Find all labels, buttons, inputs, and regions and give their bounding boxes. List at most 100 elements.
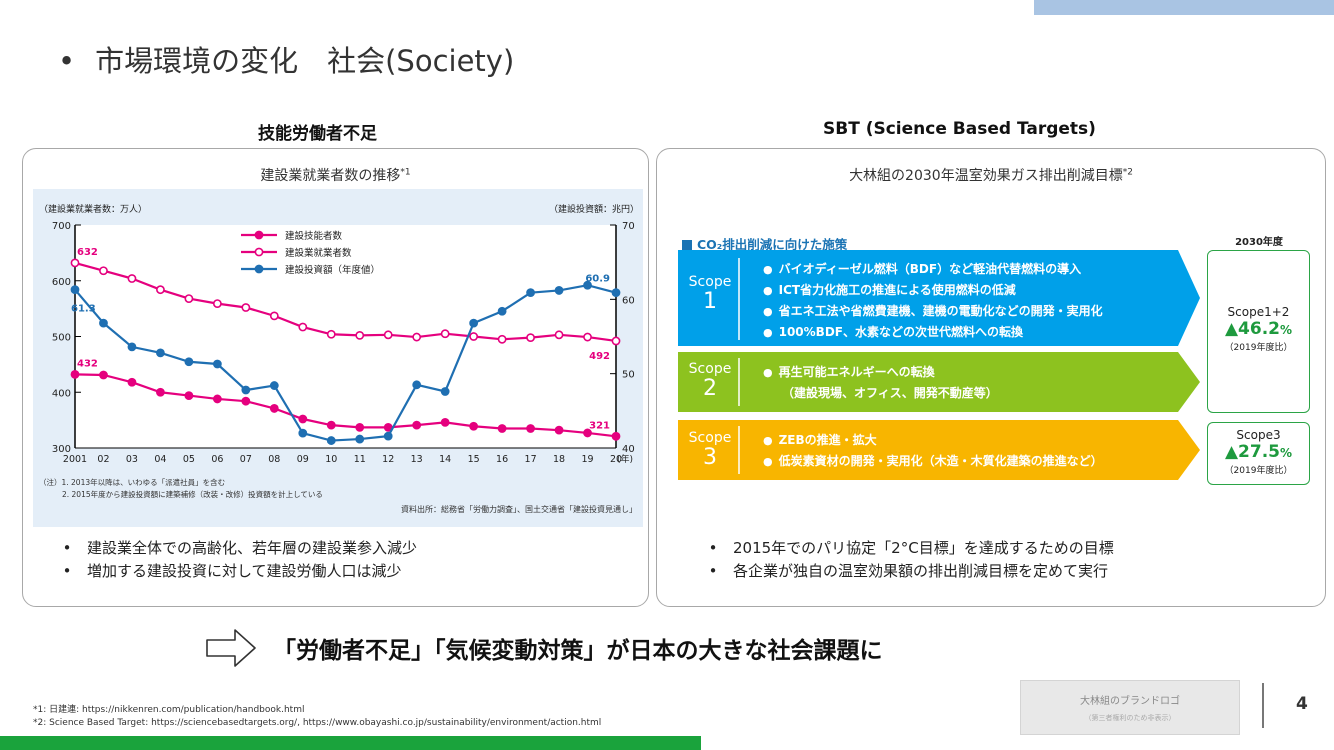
series-point-3 [583,280,592,290]
series-point-2 [440,329,450,339]
right-tick-label: 50 [622,370,635,381]
scope1-label-word: Scope [688,274,732,290]
series-point-1 [326,420,336,430]
series-point-1 [241,396,251,406]
series-point-3 [554,286,564,295]
series-point-1 [497,424,507,433]
series-point-3 [298,428,308,438]
series-point-2 [355,330,365,340]
x-tick-label: 19 [581,454,593,465]
series-point-3 [184,357,194,367]
chart-source: 資料出所：総務省「労働力調査」、国土交通省「建設投資見通し」 [401,504,637,514]
series-line-3 [74,284,617,442]
left-section-heading: 技能労働者不足 [258,124,377,144]
x-tick-label: 16 [496,454,508,465]
series-point-1 [412,420,422,430]
brand-logo-placeholder: 大林組のブランドロゴ （第三者権利のため非表示） [1020,680,1240,735]
series-line-2 [74,261,617,343]
series-point-2 [269,311,279,321]
title-bullet: • [58,44,76,78]
scope12-target-base: （2019年度比） [1224,343,1293,353]
series-point-3 [526,288,535,298]
x-tick-label: 09 [297,454,309,465]
series-point-2 [241,303,251,312]
sbt-diagram-title-text: CO₂排出削減に向けた施策 [697,237,848,252]
scope3-item: ZEBの推進・拡大 [763,430,1103,451]
scope3-target: Scope3 ▲27.5% （2019年度比） [1207,422,1310,485]
series-point-3 [469,318,479,328]
series-point-2 [526,333,535,343]
series-point-1 [583,428,592,438]
series-point-1 [127,377,137,387]
series-point-2 [184,294,194,303]
series-point-2 [127,274,137,283]
series-point-3 [127,342,137,352]
square-icon [682,240,692,250]
scope12-target-value: ▲46.2% [1208,319,1309,340]
scope3-target-value: ▲27.5% [1208,442,1309,463]
right-bullet-list: 2015年でのパリ協定「2°C目標」を達成するための目標 各企業が独自の温室効果… [699,537,1114,583]
series-point-1 [269,404,279,413]
employment-chart-svg: 700 600 500 400 300 70 60 50 40 2001 02 03 04 05 06 07 0… [39,203,639,514]
target-year: 2030年度 [1235,237,1283,248]
scope2-label: Scope 2 [679,361,741,401]
x-tick-label: 2001 [63,454,87,465]
right-tick-label: 60 [622,295,635,306]
scope1-item: 100%BDF、水素などの次世代燃料への転換 [763,322,1103,343]
right-bullet-item: 2015年でのパリ協定「2°C目標」を達成するための目標 [699,537,1114,558]
series-line-1 [74,373,617,438]
series-point-3 [355,434,365,444]
scope3-target-base: （2019年度比） [1224,466,1293,476]
scope1-item: ICT省力化施工の推進による使用燃料の低減 [763,280,1103,301]
scope1-item: 省エネ工法や省燃費建機、建機の電動化などの開発・実用化 [763,301,1103,322]
x-tick-label: 02 [97,454,109,465]
series-point-3 [440,387,450,396]
page-number-divider [1262,683,1264,728]
x-unit-label: (年) [617,453,633,465]
conclusion-text: 「労働者不足」「気候変動対策」が日本の大きな社会課題に [273,638,883,664]
x-tick-label: 08 [268,454,280,465]
right-section-heading: SBT (Science Based Targets) [823,119,1096,139]
left-tick-label: 400 [52,388,71,399]
x-tick-label: 15 [468,454,480,465]
series-point-2 [611,336,621,346]
scope3-target-number: ▲27.5 [1224,442,1280,462]
series-point-1 [355,422,365,432]
scope3-items: ZEBの推進・拡大 低炭素資材の開発・実用化（木造・木質化建築の推進など） [763,430,1103,472]
series-point-3 [497,306,507,316]
right-arrow-icon [206,629,256,667]
x-tick-label: 04 [154,454,166,465]
chart-caption-text: 建設業就業者数の推移 [260,168,401,184]
x-tick-label: 03 [126,454,138,465]
series-point-2 [70,258,80,268]
conclusion: 「労働者不足」「気候変動対策」が日本の大きな社会課題に [205,628,883,668]
sbt-caption-ref: *2 [1122,167,1133,178]
right-bullet-item: 各企業が独自の温室効果額の排出削減目標を定めて実行 [699,560,1114,581]
series-point-1 [184,391,194,400]
series-point-3 [156,348,165,358]
series-point-1 [212,394,222,404]
logo-placeholder-note: （第三者権利のため非表示） [1084,714,1176,722]
series-point-1 [526,424,535,433]
series-point-2 [156,285,165,295]
chart-note-2: 2. 2015年度から建設投資額に建築補修（改装・改修）投資額を計上している [62,489,323,499]
slide-title: • 市場環境の変化 社会(Society) [58,38,514,80]
series-point-1 [156,387,165,397]
series-point-2 [554,330,564,340]
series-point-2 [497,334,507,344]
footnotes: *1: 日建連: https://nikkenren.com/publicati… [33,704,601,730]
scope1-items: バイオディーゼル燃料（BDF）など軽油代替燃料の導入 ICT省力化施工の推進によ… [763,259,1103,343]
chart-caption: 建設業就業者数の推移*1 [23,165,648,185]
page-number: 4 [1296,694,1308,714]
sbt-caption-text: 大林組の2030年温室効果ガス排出削減目標 [849,168,1123,184]
chart-note-1: （注）1. 2013年以降は、いわゆる「派遣社員」を含む [39,477,225,487]
scope3-target-name: Scope3 [1236,428,1281,442]
series-point-1 [70,370,80,379]
annotation-end-investment: 60.9 [585,274,610,285]
series-point-3 [212,359,222,369]
x-tick-label: 05 [183,454,195,465]
x-tick-label: 20 [610,454,622,465]
legend-marker [254,230,264,240]
series-point-3 [326,436,336,445]
left-bullet-item: 建設業全体での高齢化、若年層の建設業参入減少 [53,537,417,558]
